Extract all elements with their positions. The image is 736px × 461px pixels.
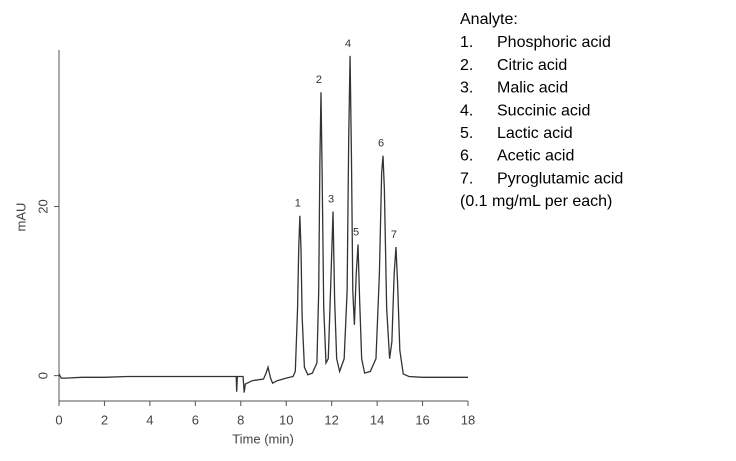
legend-number: 1.: [460, 34, 473, 51]
peak-label: 7: [391, 229, 397, 241]
legend-number: 5.: [460, 125, 473, 142]
x-tick-label: 16: [415, 412, 429, 427]
legend-name: Citric acid: [497, 57, 567, 74]
x-tick-label: 2: [101, 412, 108, 427]
legend-number: 6.: [460, 148, 473, 165]
peak-label: 4: [345, 38, 351, 50]
legend-number: 4.: [460, 102, 473, 119]
legend-number: 3.: [460, 80, 473, 97]
legend-name: Acetic acid: [497, 148, 574, 165]
legend-name: Succinic acid: [497, 102, 590, 119]
y-tick-label: 0: [35, 372, 50, 379]
x-tick-label: 18: [461, 412, 475, 427]
peak-label: 3: [328, 193, 334, 205]
legend-note: (0.1 mg/mL per each): [460, 193, 612, 210]
x-tick-label: 0: [55, 412, 62, 427]
y-axis-label: mAU: [13, 203, 28, 232]
peak-label: 2: [316, 74, 322, 86]
x-tick-label: 10: [279, 412, 293, 427]
trace: [58, 55, 468, 393]
legend-name: Malic acid: [497, 80, 568, 97]
legend-title: Analyte:: [460, 11, 518, 28]
y-tick-label: 20: [35, 199, 50, 213]
legend-name: Phosphoric acid: [497, 34, 611, 51]
x-tick-label: 8: [237, 412, 244, 427]
legend-number: 7.: [460, 170, 473, 187]
peak-label: 5: [353, 226, 359, 238]
legend-number: 2.: [460, 57, 473, 74]
x-tick-label: 4: [146, 412, 153, 427]
x-tick-label: 12: [324, 412, 338, 427]
x-axis-label: Time (min): [232, 431, 294, 446]
peak-label: 6: [378, 138, 384, 150]
legend-name: Pyroglutamic acid: [497, 170, 623, 187]
legend-name: Lactic acid: [497, 125, 573, 142]
x-tick-label: 6: [192, 412, 199, 427]
x-tick-label: 14: [370, 412, 384, 427]
peak-label: 1: [295, 198, 301, 210]
